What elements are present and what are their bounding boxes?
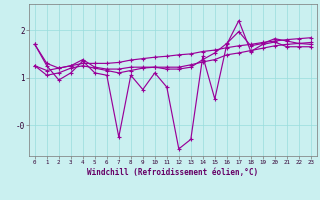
X-axis label: Windchill (Refroidissement éolien,°C): Windchill (Refroidissement éolien,°C) [87,168,258,177]
